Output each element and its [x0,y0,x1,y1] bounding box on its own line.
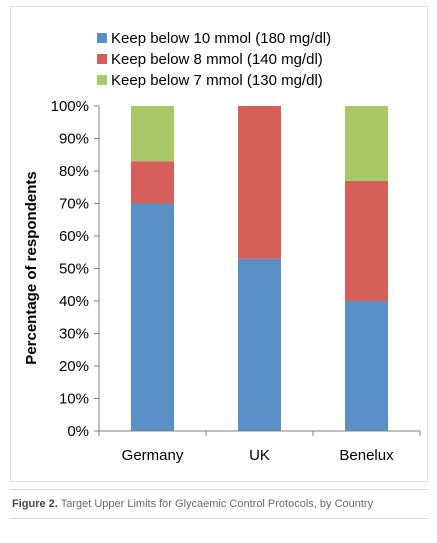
y-tick-label: 20% [59,358,89,375]
legend-swatch [97,75,107,85]
figure-caption: Figure 2. Target Upper Limits for Glycae… [12,498,373,510]
caption-label: Figure 2. [12,498,58,510]
bar-segment [131,161,174,204]
x-category-label: UK [249,447,270,464]
bar-segment [131,203,174,431]
y-tick-label: 80% [59,163,89,180]
y-tick-label: 70% [59,196,89,213]
bar-segment [345,301,388,431]
y-tick-label: 30% [59,326,89,343]
x-category-label: Benelux [339,447,394,464]
y-tick-label: 10% [59,391,89,408]
caption-rule-bottom [10,518,428,519]
legend-swatch [97,54,107,64]
bar-segment [131,106,174,162]
legend-entry: Keep below 10 mmol (180 mg/dl) [111,30,331,47]
bar-segment [345,180,388,301]
x-category-label: Germany [122,447,184,464]
bar-segment [238,258,281,431]
legend: Keep below 10 mmol (180 mg/dl) Keep below… [97,30,331,89]
y-tick-label: 60% [59,228,89,245]
legend-entry: Keep below 8 mmol (140 mg/dl) [111,51,323,68]
legend-swatch [97,33,107,43]
axes: 0% 10% 20% 30% 40% 50% 60% 70% 80% 90% 100% Germany… [51,98,421,464]
caption-rule-top [10,489,428,490]
y-tick-label: 0% [67,423,89,440]
y-tick-label: 100% [51,98,89,115]
y-tick-label: 50% [59,261,89,278]
bar-segment [238,106,281,259]
y-axis-label: Percentage of respondents [23,171,40,364]
bars [131,106,388,431]
y-tick-label: 90% [59,131,89,148]
legend-entry: Keep below 7 mmol (130 mg/dl) [111,72,323,89]
y-tick-label: 40% [59,293,89,310]
bar-segment [345,106,388,181]
caption-text: Target Upper Limits for Glycaemic Contro… [60,498,374,510]
